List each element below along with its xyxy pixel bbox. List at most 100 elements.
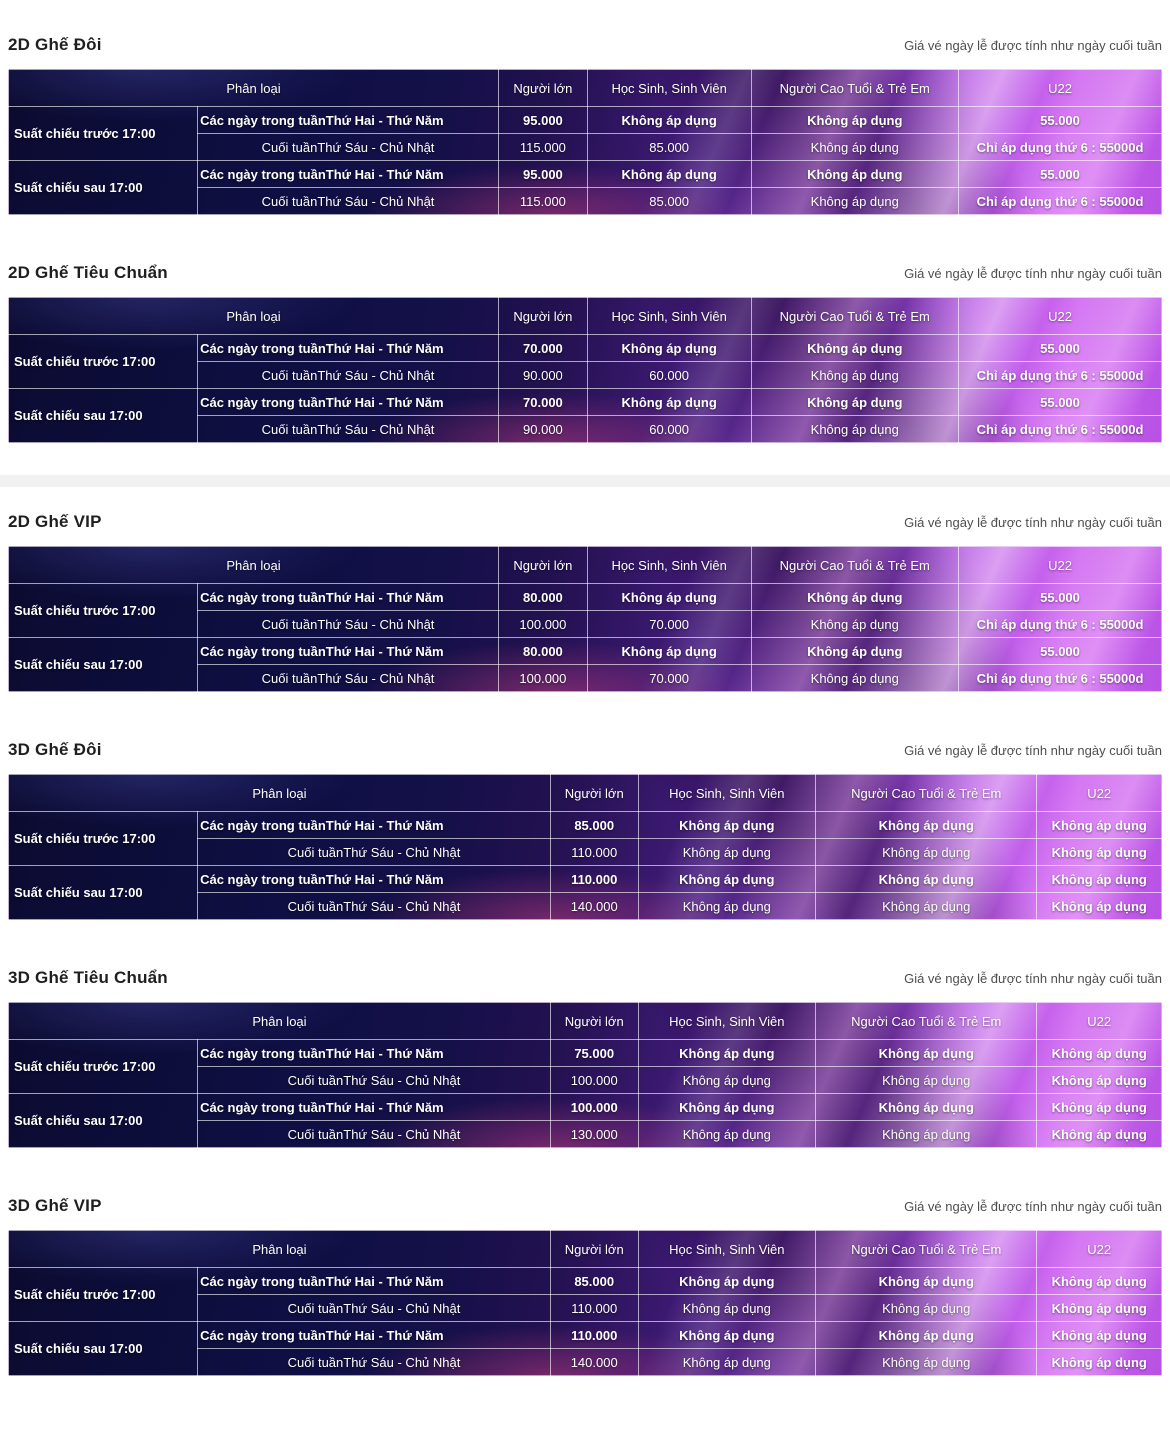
price-cell-adult: 100.000: [498, 610, 588, 638]
table-title: 2D Ghế VIP: [8, 512, 102, 531]
row-label-after-17: Suất chiếu sau 17:00: [7, 637, 199, 692]
price-cell-u22: 55.000: [958, 334, 1162, 362]
price-cell-senior-child: Không áp dụng: [750, 133, 960, 161]
day-cell-weekday: Các ngày trong tuầnThứ Hai - Thứ Năm: [197, 1321, 551, 1349]
row-label-after-17: Suất chiếu sau 17:00: [7, 1321, 199, 1376]
price-cell-adult: 100.000: [498, 664, 588, 692]
price-cell-u22: Không áp dụng: [1036, 1267, 1162, 1295]
table-row: Suất chiếu sau 17:00 Các ngày trong tuần…: [7, 865, 1162, 920]
row-label-after-17: Suất chiếu sau 17:00: [7, 865, 199, 920]
price-cell-senior-child: Không áp dụng: [750, 361, 960, 389]
price-cell-u22: 55.000: [958, 106, 1162, 134]
price-cell-senior-child: Không áp dụng: [815, 1066, 1038, 1094]
table-row: Suất chiếu sau 17:00 Các ngày trong tuần…: [7, 637, 1162, 692]
block-head: 2D Ghế Tiêu Chuẩn Giá vé ngày lễ được tí…: [8, 262, 1162, 285]
price-cell-adult: 100.000: [549, 1066, 639, 1094]
col-header-adult: Người lớn: [549, 1230, 639, 1268]
table-row: Suất chiếu sau 17:00 Các ngày trong tuần…: [7, 1321, 1162, 1376]
price-cell-senior-child: Không áp dụng: [750, 388, 960, 416]
price-cell-senior-child: Không áp dụng: [750, 583, 960, 611]
table-row: Suất chiếu sau 17:00 Các ngày trong tuần…: [7, 388, 1162, 443]
price-table-section: 2D Ghế Đôi Giá vé ngày lễ được tính như …: [7, 34, 1162, 215]
col-header-u22: U22: [1036, 1230, 1162, 1268]
block-head: 3D Ghế VIP Giá vé ngày lễ được tính như …: [8, 1195, 1162, 1218]
holiday-note: Giá vé ngày lễ được tính như ngày cuối t…: [904, 515, 1162, 530]
day-cell-weekend: Cuối tuầnThứ Sáu - Chủ Nhật: [197, 1294, 551, 1322]
col-header-student: Học Sinh, Sinh Viên: [637, 1002, 817, 1040]
price-cell-student: Không áp dụng: [637, 838, 817, 866]
row-label-before-17: Suất chiếu trước 17:00: [7, 1267, 199, 1322]
price-cell-adult: 95.000: [498, 160, 588, 188]
table-title: 2D Ghế Đôi: [8, 35, 102, 54]
table-row: Suất chiếu trước 17:00 Các ngày trong tu…: [7, 334, 1162, 389]
price-cell-student: Không áp dụng: [637, 811, 817, 839]
price-cell-adult: 100.000: [549, 1093, 639, 1121]
price-cell-senior-child: Không áp dụng: [750, 160, 960, 188]
price-table: Phân loại Người lớn Học Sinh, Sinh Viên …: [7, 69, 1162, 215]
price-cell-student: Không áp dụng: [586, 106, 752, 134]
table-row: Cuối tuầnThứ Sáu - Chủ Nhật 115.000 85.0…: [9, 133, 1162, 161]
block-head: 3D Ghế Đôi Giá vé ngày lễ được tính như …: [8, 739, 1162, 762]
price-cell-senior-child: Không áp dụng: [750, 106, 960, 134]
day-cell-weekday: Các ngày trong tuầnThứ Hai - Thứ Năm: [197, 1093, 551, 1121]
table-row: Suất chiếu sau 17:00 Các ngày trong tuần…: [7, 1093, 1162, 1148]
price-cell-u22: Chỉ áp dụng thứ 6 : 55000d: [958, 133, 1162, 161]
price-cell-u22: Không áp dụng: [1036, 892, 1162, 920]
price-cell-student: Không áp dụng: [586, 160, 752, 188]
price-cell-adult: 115.000: [498, 133, 588, 161]
price-cell-adult: 140.000: [549, 1348, 639, 1376]
price-cell-adult: 110.000: [549, 1321, 639, 1349]
row-label-before-17: Suất chiếu trước 17:00: [7, 106, 199, 161]
price-cell-adult: 70.000: [498, 388, 588, 416]
col-header-senior-child: Người Cao Tuổi & Trẻ Em: [815, 1002, 1038, 1040]
section-divider: [0, 475, 1170, 487]
col-header-u22: U22: [958, 297, 1162, 335]
price-cell-adult: 80.000: [498, 637, 588, 665]
price-cell-student: Không áp dụng: [637, 1294, 817, 1322]
price-cell-u22: 55.000: [958, 388, 1162, 416]
row-label-after-17: Suất chiếu sau 17:00: [7, 160, 199, 215]
header-row: Phân loại Người lớn Học Sinh, Sinh Viên …: [8, 1002, 1162, 1040]
day-cell-weekday: Các ngày trong tuầnThứ Hai - Thứ Năm: [197, 583, 500, 611]
col-header-category: Phân loại: [8, 774, 551, 812]
table-row: Cuối tuầnThứ Sáu - Chủ Nhật 100.000 70.0…: [9, 610, 1162, 638]
price-cell-student: 85.000: [586, 133, 752, 161]
day-cell-weekend: Cuối tuầnThứ Sáu - Chủ Nhật: [197, 892, 551, 920]
price-cell-senior-child: Không áp dụng: [750, 187, 960, 215]
price-cell-adult: 140.000: [549, 892, 639, 920]
holiday-note: Giá vé ngày lễ được tính như ngày cuối t…: [904, 1199, 1162, 1214]
price-cell-senior-child: Không áp dụng: [750, 637, 960, 665]
price-cell-senior-child: Không áp dụng: [815, 1348, 1038, 1376]
col-header-senior-child: Người Cao Tuổi & Trẻ Em: [815, 1230, 1038, 1268]
price-table: Phân loại Người lớn Học Sinh, Sinh Viên …: [7, 546, 1162, 692]
price-cell-adult: 90.000: [498, 361, 588, 389]
price-cell-senior-child: Không áp dụng: [815, 1267, 1038, 1295]
col-header-category: Phân loại: [8, 1230, 551, 1268]
holiday-note: Giá vé ngày lễ được tính như ngày cuối t…: [904, 38, 1162, 53]
col-header-u22: U22: [1036, 774, 1162, 812]
col-header-senior-child: Người Cao Tuổi & Trẻ Em: [815, 774, 1038, 812]
price-cell-u22: Không áp dụng: [1036, 1294, 1162, 1322]
price-cell-student: Không áp dụng: [637, 1267, 817, 1295]
holiday-note: Giá vé ngày lễ được tính như ngày cuối t…: [904, 971, 1162, 986]
price-cell-student: Không áp dụng: [637, 1093, 817, 1121]
table-row: Suất chiếu trước 17:00 Các ngày trong tu…: [7, 1267, 1162, 1322]
price-cell-student: 85.000: [586, 187, 752, 215]
price-cell-adult: 110.000: [549, 838, 639, 866]
row-label-before-17: Suất chiếu trước 17:00: [7, 583, 199, 638]
price-cell-senior-child: Không áp dụng: [815, 1039, 1038, 1067]
table-row: Cuối tuầnThứ Sáu - Chủ Nhật 140.000 Khôn…: [9, 892, 1162, 920]
table-row: Suất chiếu trước 17:00 Các ngày trong tu…: [7, 811, 1162, 866]
price-table: Phân loại Người lớn Học Sinh, Sinh Viên …: [7, 297, 1162, 443]
table-row: Cuối tuầnThứ Sáu - Chủ Nhật 110.000 Khôn…: [9, 1294, 1162, 1322]
col-header-senior-child: Người Cao Tuổi & Trẻ Em: [750, 546, 960, 584]
price-cell-student: Không áp dụng: [637, 1120, 817, 1148]
row-label-before-17: Suất chiếu trước 17:00: [7, 1039, 199, 1094]
header-row: Phân loại Người lớn Học Sinh, Sinh Viên …: [8, 774, 1162, 812]
day-cell-weekday: Các ngày trong tuầnThứ Hai - Thứ Năm: [197, 334, 500, 362]
table-row: Suất chiếu sau 17:00 Các ngày trong tuần…: [7, 160, 1162, 215]
row-label-before-17: Suất chiếu trước 17:00: [7, 811, 199, 866]
col-header-student: Học Sinh, Sinh Viên: [586, 69, 752, 107]
col-header-adult: Người lớn: [498, 69, 588, 107]
